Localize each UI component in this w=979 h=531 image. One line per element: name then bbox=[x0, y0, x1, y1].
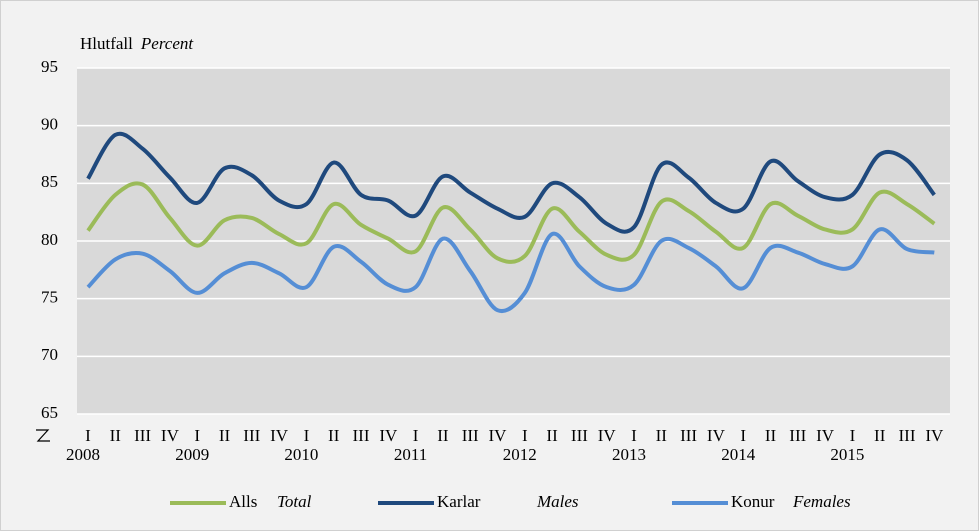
x-tick-label: II bbox=[219, 426, 231, 445]
legend-label-en: Males bbox=[536, 492, 579, 511]
year-label: 2014 bbox=[721, 445, 756, 464]
x-tick-label: I bbox=[85, 426, 91, 445]
legend-label: Konur bbox=[731, 492, 775, 511]
x-tick-label: II bbox=[765, 426, 777, 445]
year-label: 2008 bbox=[66, 445, 100, 464]
y-tick-label: 95 bbox=[41, 57, 58, 76]
x-tick-label: IV bbox=[489, 426, 508, 445]
y-tick-label: 75 bbox=[41, 288, 58, 307]
series-line bbox=[86, 181, 936, 264]
x-tick-label: IV bbox=[161, 426, 180, 445]
year-label: 2015 bbox=[830, 445, 864, 464]
x-tick-label: III bbox=[353, 426, 370, 445]
y-label: Hlutfall bbox=[80, 34, 133, 53]
x-tick-label: IV bbox=[379, 426, 398, 445]
y-tick-label: 70 bbox=[41, 345, 58, 364]
y-axis-title: Hlutfall Percent bbox=[80, 34, 194, 53]
year-label: 2013 bbox=[612, 445, 646, 464]
x-tick-label: III bbox=[680, 426, 697, 445]
x-tick-label: II bbox=[656, 426, 668, 445]
x-tick-label: IV bbox=[270, 426, 289, 445]
x-tick-label: I bbox=[850, 426, 856, 445]
x-tick-label: III bbox=[243, 426, 260, 445]
x-tick-label: IV bbox=[707, 426, 726, 445]
y-tick-label: 80 bbox=[41, 230, 58, 249]
legend-label: Alls bbox=[229, 492, 257, 511]
x-tick-label: II bbox=[110, 426, 122, 445]
series-line bbox=[86, 227, 935, 314]
x-tick-label: IV bbox=[598, 426, 617, 445]
axis-break bbox=[36, 429, 50, 442]
x-tick-label: II bbox=[437, 426, 449, 445]
x-tick-label: III bbox=[899, 426, 916, 445]
x-tick-label: II bbox=[546, 426, 558, 445]
x-tick-label: II bbox=[874, 426, 886, 445]
year-label: 2012 bbox=[503, 445, 537, 464]
x-tick-label: I bbox=[522, 426, 528, 445]
legend-label: Karlar bbox=[437, 492, 481, 511]
year-label: 2009 bbox=[175, 445, 209, 464]
x-tick-label: III bbox=[462, 426, 479, 445]
x-tick-label: III bbox=[571, 426, 588, 445]
x-tick-label: III bbox=[789, 426, 806, 445]
x-tick-label: III bbox=[134, 426, 151, 445]
x-tick-label: II bbox=[328, 426, 340, 445]
y-tick-label: 85 bbox=[41, 172, 58, 191]
legend-label-en: Females bbox=[792, 492, 851, 511]
year-label: 2011 bbox=[394, 445, 427, 464]
y-tick-label: 90 bbox=[41, 115, 58, 134]
y-label-en: Percent bbox=[140, 34, 195, 53]
x-tick-label: IV bbox=[925, 426, 944, 445]
x-tick-label: I bbox=[413, 426, 419, 445]
x-tick-label: I bbox=[740, 426, 746, 445]
x-tick-label: I bbox=[631, 426, 637, 445]
series-line bbox=[86, 131, 936, 234]
x-tick-label: IV bbox=[816, 426, 835, 445]
y-tick-label: 65 bbox=[41, 403, 58, 422]
x-tick-label: I bbox=[304, 426, 310, 445]
legend-label-en: Total bbox=[277, 492, 312, 511]
x-tick-label: I bbox=[194, 426, 200, 445]
year-label: 2010 bbox=[284, 445, 318, 464]
